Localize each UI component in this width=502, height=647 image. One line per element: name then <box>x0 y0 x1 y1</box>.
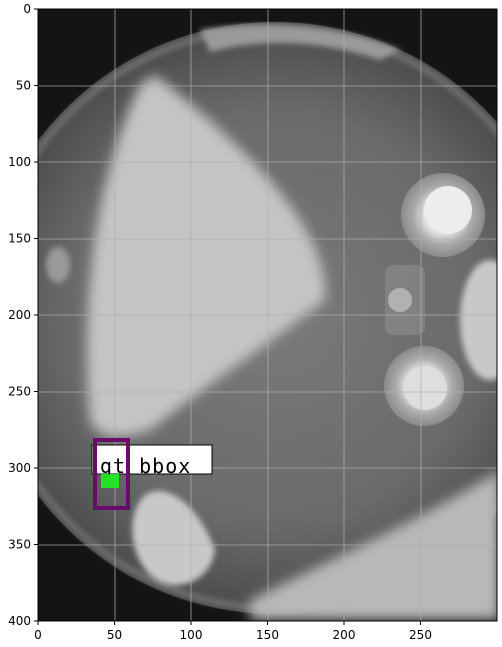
y-tick-label: 300 <box>8 461 31 475</box>
gt-bbox <box>93 438 130 510</box>
pred-bbox <box>101 474 119 488</box>
x-tick-label: 0 <box>34 628 42 642</box>
x-tick-label: 100 <box>180 628 203 642</box>
y-tick-label: 350 <box>8 538 31 552</box>
xray-image: gt bbox <box>38 9 497 621</box>
x-tick-label: 50 <box>107 628 122 642</box>
y-tick-label: 400 <box>8 614 31 628</box>
y-tick-label: 250 <box>8 385 31 399</box>
y-tick-label: 100 <box>8 155 31 169</box>
grid-lines <box>38 9 497 621</box>
y-tick-label: 200 <box>8 308 31 322</box>
x-axis-ticks: 0 50 100 150 200 250 <box>34 621 432 642</box>
gt-label-background <box>91 444 213 475</box>
y-tick-label: 50 <box>16 79 31 93</box>
x-tick-label: 200 <box>333 628 356 642</box>
x-tick-label: 150 <box>256 628 279 642</box>
y-tick-label: 0 <box>23 2 31 16</box>
y-axis-ticks: 0 50 100 150 200 250 300 350 400 <box>8 2 38 628</box>
y-tick-label: 150 <box>8 232 31 246</box>
x-tick-label: 250 <box>409 628 432 642</box>
